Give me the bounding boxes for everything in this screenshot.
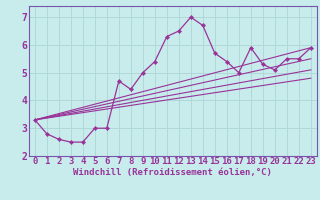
X-axis label: Windchill (Refroidissement éolien,°C): Windchill (Refroidissement éolien,°C)	[73, 168, 272, 177]
